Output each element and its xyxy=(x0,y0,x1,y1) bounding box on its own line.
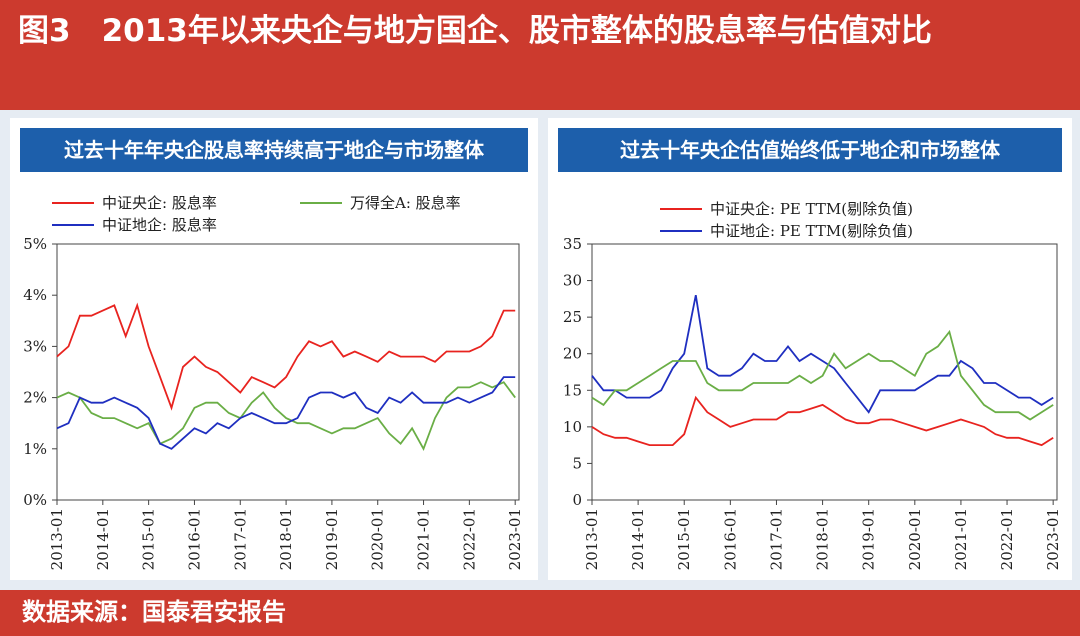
y-tick-label: 4% xyxy=(23,286,47,304)
legend-label: 中证央企: PE TTM(剔除负值) xyxy=(710,200,913,218)
footer: 数据来源：国泰君安报告 xyxy=(0,590,1080,636)
panel: 过去十年央企估值始终低于地企和市场整体 xyxy=(548,118,1072,580)
x-tick-label: 2013-01 xyxy=(48,508,66,570)
x-tick-label: 2023-01 xyxy=(1044,508,1062,570)
x-tick-label: 2021-01 xyxy=(415,508,433,570)
series-line xyxy=(56,376,516,450)
y-tick-label: 0 xyxy=(572,491,582,509)
y-tick-label: 35 xyxy=(563,235,582,253)
x-tick-label: 2017-01 xyxy=(767,508,785,570)
header: 图3 2013年以来央企与地方国企、股市整体的股息率与估值对比 xyxy=(0,0,1080,110)
x-tick-label: 2017-01 xyxy=(231,508,249,570)
chart-title: 过去十年央企估值始终低于地企和市场整体 xyxy=(558,128,1062,172)
y-tick-label: 0% xyxy=(23,491,47,509)
y-tick-label: 10 xyxy=(563,418,582,436)
y-tick-label: 5 xyxy=(572,454,582,472)
y-tick-label: 2% xyxy=(23,389,47,407)
panel: 过去十年年央企股息率持续高于地企与市场整体 xyxy=(10,118,538,580)
x-tick-label: 2022-01 xyxy=(998,508,1016,570)
series-line xyxy=(56,302,516,411)
y-tick-label: 25 xyxy=(563,308,582,326)
x-tick-label: 2020-01 xyxy=(369,508,387,570)
x-tick-label: 2014-01 xyxy=(629,508,647,570)
legend-label: 中证央企: 股息率 xyxy=(102,194,217,212)
plot-frame xyxy=(591,243,1058,501)
y-tick-label: 3% xyxy=(23,337,47,355)
x-tick-label: 2016-01 xyxy=(185,508,203,570)
series-line xyxy=(591,395,1054,447)
x-tick-label: 2021-01 xyxy=(952,508,970,570)
x-tick-label: 2016-01 xyxy=(721,508,739,570)
page-title: 图3 2013年以来央企与地方国企、股市整体的股息率与估值对比 xyxy=(18,13,932,49)
x-tick-label: 2013-01 xyxy=(583,508,601,570)
legend-label: 万得全A: 股息率 xyxy=(350,194,461,212)
x-tick-label: 2019-01 xyxy=(860,508,878,570)
plot-frame xyxy=(56,243,520,501)
x-tick-label: 2014-01 xyxy=(94,508,112,570)
x-tick-label: 2019-01 xyxy=(323,508,341,570)
series-line xyxy=(591,295,1054,414)
x-tick-label: 2022-01 xyxy=(460,508,478,570)
source: 数据来源：国泰君安报告 xyxy=(22,598,286,626)
x-tick-label: 2020-01 xyxy=(906,508,924,570)
series-line xyxy=(56,381,516,451)
x-tick-label: 2023-01 xyxy=(506,508,524,570)
y-tick-label: 15 xyxy=(563,381,582,399)
legend-label: 中证地企: 股息率 xyxy=(102,216,217,234)
y-tick-label: 30 xyxy=(563,272,582,290)
y-tick-label: 5% xyxy=(23,235,47,253)
x-tick-label: 2018-01 xyxy=(277,508,295,570)
series-line xyxy=(591,329,1054,421)
legend-label: 中证地企: PE TTM(剔除负值) xyxy=(710,222,913,240)
x-tick-label: 2015-01 xyxy=(675,508,693,570)
chart-title: 过去十年年央企股息率持续高于地企与市场整体 xyxy=(20,128,528,172)
y-tick-label: 1% xyxy=(23,440,47,458)
y-tick-label: 20 xyxy=(563,345,582,363)
x-tick-label: 2018-01 xyxy=(814,508,832,570)
x-tick-label: 2015-01 xyxy=(140,508,158,570)
